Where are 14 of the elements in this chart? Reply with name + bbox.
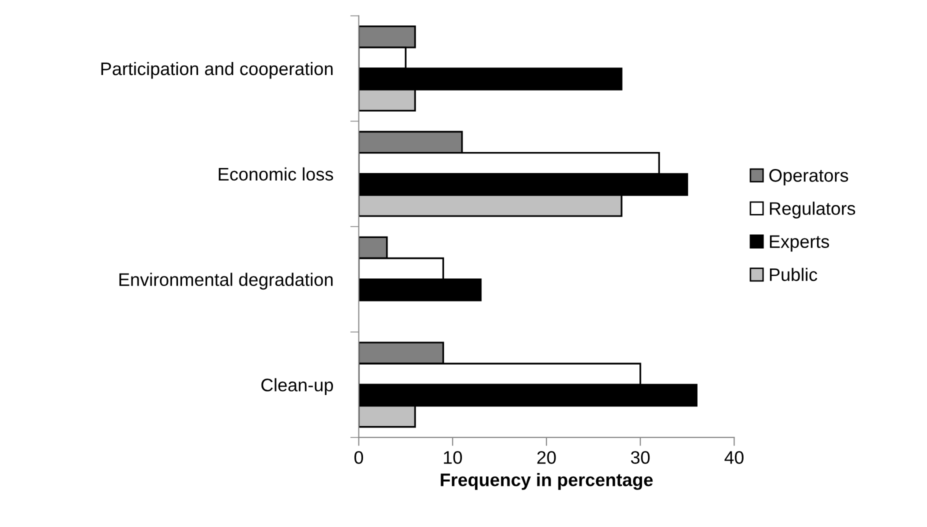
legend-label: Regulators: [770, 202, 856, 218]
x-tick-label: 30: [630, 451, 650, 464]
legend-label: Operators: [769, 169, 848, 186]
legend-label: Experts: [770, 235, 830, 252]
x-tick-label: 20: [537, 451, 556, 464]
y-tick-label: Participation and cooperation: [101, 62, 333, 79]
y-tick-label: Economic loss: [218, 167, 334, 181]
y-tick-label: Environmental degradation: [119, 272, 333, 290]
x-tick-label: 0: [354, 451, 364, 464]
legend-label: Public: [770, 268, 818, 282]
x-axis-title: Frequency in percentage: [440, 472, 653, 490]
x-tick-label: 10: [444, 451, 462, 464]
y-tick-label: Clean-up: [261, 378, 333, 395]
x-tick-label: 40: [724, 451, 744, 464]
